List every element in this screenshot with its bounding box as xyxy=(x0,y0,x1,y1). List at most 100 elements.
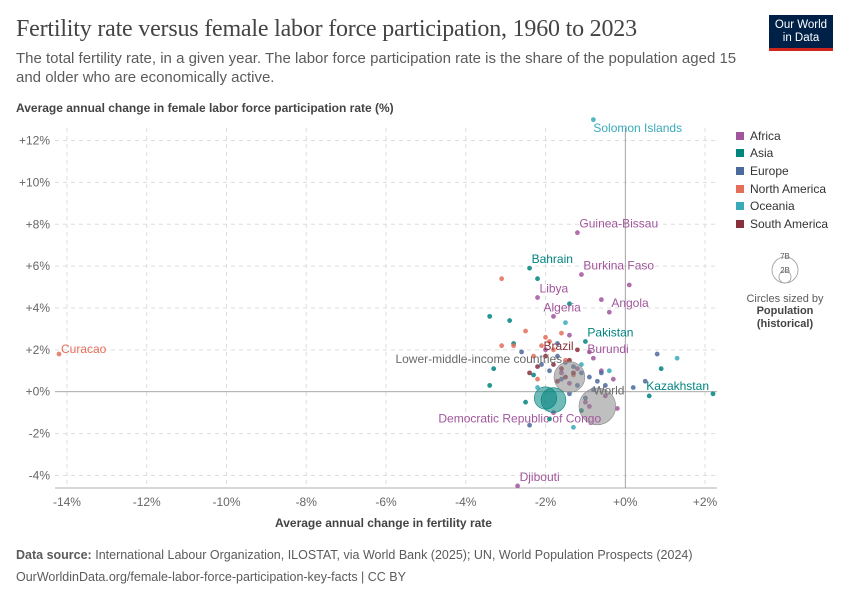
data-point-south-america[interactable] xyxy=(535,364,540,370)
data-point-oceania[interactable] xyxy=(606,368,612,374)
data-point-africa[interactable] xyxy=(590,355,596,361)
data-point-asia[interactable] xyxy=(646,393,652,399)
data-point-north-america[interactable] xyxy=(539,343,544,349)
data-point-north-america[interactable] xyxy=(499,343,505,349)
data-point-europe[interactable] xyxy=(654,351,660,357)
data-point-europe[interactable] xyxy=(519,349,524,355)
data-point-north-america[interactable] xyxy=(499,276,505,282)
data-point-north-america[interactable] xyxy=(511,343,517,349)
data-point-europe[interactable] xyxy=(539,362,544,367)
data-point-africa[interactable] xyxy=(610,376,616,382)
point-label: Burundi xyxy=(587,342,628,356)
data-point-asia[interactable] xyxy=(487,313,493,319)
data-point-europe[interactable] xyxy=(602,383,608,388)
data-point-north-america[interactable] xyxy=(56,351,62,357)
data-point-asia[interactable] xyxy=(507,318,513,323)
logo-line-2: in Data xyxy=(782,32,820,44)
data-point-south-america[interactable] xyxy=(575,347,580,353)
point-label: Djibouti xyxy=(520,470,560,484)
data-point-aggregate[interactable] xyxy=(553,361,586,393)
data-point-north-america[interactable] xyxy=(559,330,564,336)
owid-logo[interactable]: Our World in Data xyxy=(769,15,833,51)
point-label: Bahrain xyxy=(532,252,573,266)
data-point-oceania[interactable] xyxy=(535,385,540,390)
data-point-asia[interactable] xyxy=(491,366,497,372)
data-point-north-america[interactable] xyxy=(543,334,548,340)
data-point-north-america[interactable] xyxy=(563,357,568,363)
size-legend-circles: 7B 2B xyxy=(771,252,799,284)
x-axis-label: Average annual change in fertility rate xyxy=(275,516,492,530)
data-point-africa[interactable] xyxy=(551,313,556,319)
data-point-south-america[interactable] xyxy=(551,362,556,367)
legend-label: South America xyxy=(750,216,829,231)
data-point-europe[interactable] xyxy=(586,374,592,380)
data-point-africa[interactable] xyxy=(579,272,584,277)
point-label: Brazil xyxy=(544,339,574,353)
data-point-south-america[interactable] xyxy=(527,370,532,376)
data-point-asia[interactable] xyxy=(487,383,493,388)
data-point-oceania[interactable] xyxy=(563,320,568,326)
y-tick-label: +10% xyxy=(19,175,50,189)
x-tick-label: -2% xyxy=(535,495,557,509)
data-point-oceania[interactable] xyxy=(571,424,576,430)
data-point-asia[interactable] xyxy=(527,265,532,271)
data-point-asia[interactable] xyxy=(567,301,572,307)
data-point-south-america[interactable] xyxy=(543,353,548,359)
x-tick-label: +2% xyxy=(693,495,718,509)
data-point-asia[interactable] xyxy=(547,416,552,422)
legend-label: Asia xyxy=(750,146,774,161)
footer-url[interactable]: OurWorldinData.org/female-labor-force-pa… xyxy=(16,570,406,584)
data-point-europe[interactable] xyxy=(547,368,552,374)
chart-subtitle: The total fertility rate, in a given yea… xyxy=(16,50,737,86)
legend-item-asia[interactable]: Asia xyxy=(736,145,828,163)
legend-item-africa[interactable]: Africa xyxy=(736,127,828,145)
data-point-africa[interactable] xyxy=(614,406,620,411)
data-point-north-america[interactable] xyxy=(551,347,556,353)
data-point-north-america[interactable] xyxy=(535,376,540,382)
data-point-europe[interactable] xyxy=(555,341,560,346)
legend-item-europe[interactable]: Europe xyxy=(736,162,828,180)
data-point-africa[interactable] xyxy=(598,297,604,303)
data-source-text[interactable]: International Labour Organization, ILOST… xyxy=(95,548,693,562)
data-point-africa[interactable] xyxy=(535,295,540,300)
data-point-north-america[interactable] xyxy=(523,328,528,334)
data-source-label: Data source: xyxy=(16,548,92,562)
legend-item-oceania[interactable]: Oceania xyxy=(736,197,828,215)
size-circle-small xyxy=(778,270,792,284)
y-axis-label: Average annual change in female labor fo… xyxy=(16,101,394,115)
data-point-north-america[interactable] xyxy=(547,339,552,344)
legend-item-north-america[interactable]: North America xyxy=(736,180,828,198)
data-point-africa[interactable] xyxy=(567,332,572,338)
data-point-asia[interactable] xyxy=(710,391,716,397)
data-point-europe[interactable] xyxy=(594,378,600,384)
data-point-africa[interactable] xyxy=(543,347,548,353)
data-point-asia[interactable] xyxy=(535,276,540,282)
y-tick-label: +2% xyxy=(26,343,51,357)
data-point-europe[interactable] xyxy=(527,422,532,428)
data-point-europe[interactable] xyxy=(555,353,560,359)
data-point-asia[interactable] xyxy=(531,372,536,378)
logo-line-1: Our World xyxy=(774,19,828,31)
point-label: Algeria xyxy=(543,300,581,314)
data-point-africa[interactable] xyxy=(575,230,580,236)
chart-title: Fertility rate versus female labor force… xyxy=(16,16,637,42)
legend-item-south-america[interactable]: South America xyxy=(736,215,828,233)
data-point-europe[interactable] xyxy=(642,378,648,384)
point-label: Libya xyxy=(540,282,569,296)
data-point-north-america[interactable] xyxy=(531,353,536,359)
data-point-africa[interactable] xyxy=(515,483,521,489)
y-tick-label: -2% xyxy=(29,427,51,441)
data-point-asia[interactable] xyxy=(540,387,567,413)
region-legend: Africa Asia Europe North America Oceania Sout… xyxy=(736,127,828,233)
data-point-oceania[interactable] xyxy=(674,355,680,361)
data-point-africa[interactable] xyxy=(626,282,632,288)
data-point-oceania[interactable] xyxy=(590,117,596,123)
data-point-aggregate[interactable] xyxy=(578,387,617,426)
data-point-africa[interactable] xyxy=(586,349,592,355)
data-point-europe[interactable] xyxy=(630,385,636,390)
data-point-asia[interactable] xyxy=(658,366,664,372)
data-point-asia[interactable] xyxy=(523,399,528,405)
data-point-asia[interactable] xyxy=(582,339,588,344)
data-point-africa[interactable] xyxy=(606,309,612,315)
data-point-europe[interactable] xyxy=(598,370,604,376)
